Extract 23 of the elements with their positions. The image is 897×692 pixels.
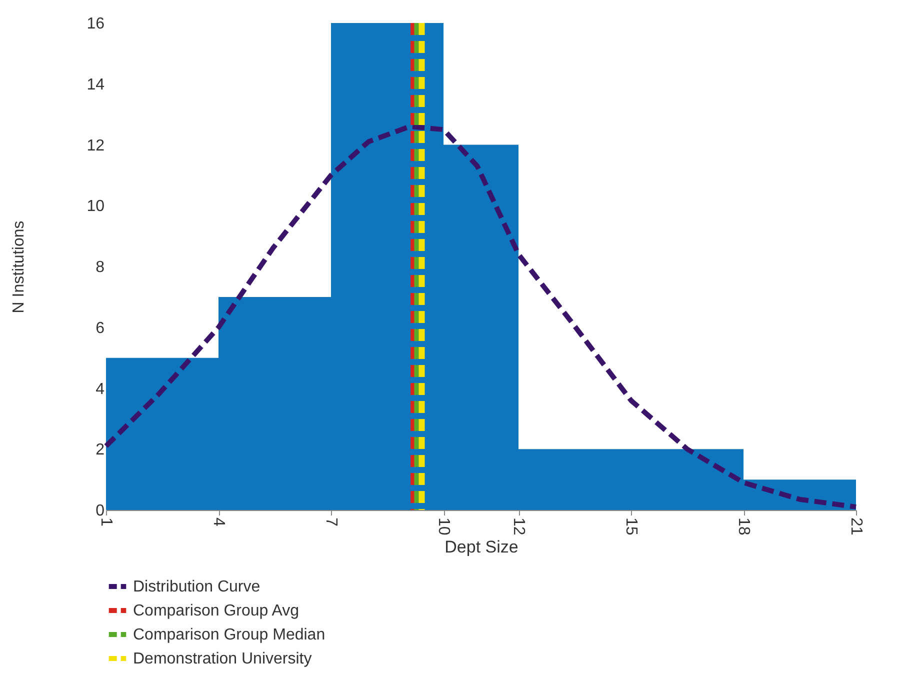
y-tick-label: 6 xyxy=(96,320,105,337)
x-tick-label: 10 xyxy=(435,518,452,536)
y-axis-title: N Institutions xyxy=(10,220,28,314)
x-tick-label: 21 xyxy=(848,518,864,536)
y-tick-label: 12 xyxy=(86,137,105,154)
x-tick-label: 7 xyxy=(322,518,340,526)
x-tick-label: 1 xyxy=(98,518,114,526)
y-tick-label: 8 xyxy=(96,259,105,276)
y-tick-label: 10 xyxy=(86,198,105,216)
legend-label: Distribution Curve xyxy=(133,578,260,596)
y-tick-label: 4 xyxy=(96,380,105,398)
x-axis-title: Dept Size xyxy=(444,537,518,556)
y-tick-label: 14 xyxy=(86,76,105,94)
y-tick-label: 16 xyxy=(86,16,105,32)
x-tick-label: 12 xyxy=(510,518,527,536)
x-tick-label: 4 xyxy=(210,518,227,526)
y-tick-label: 2 xyxy=(96,442,105,459)
legend-label: Comparison Group Median xyxy=(133,626,326,644)
y-tick-label: 0 xyxy=(96,502,105,520)
x-tick-label: 18 xyxy=(735,518,752,536)
x-tick-label: 15 xyxy=(622,518,640,536)
legend-label: Demonstration University xyxy=(133,650,312,668)
legend-label: Comparison Group Avg xyxy=(133,602,300,620)
